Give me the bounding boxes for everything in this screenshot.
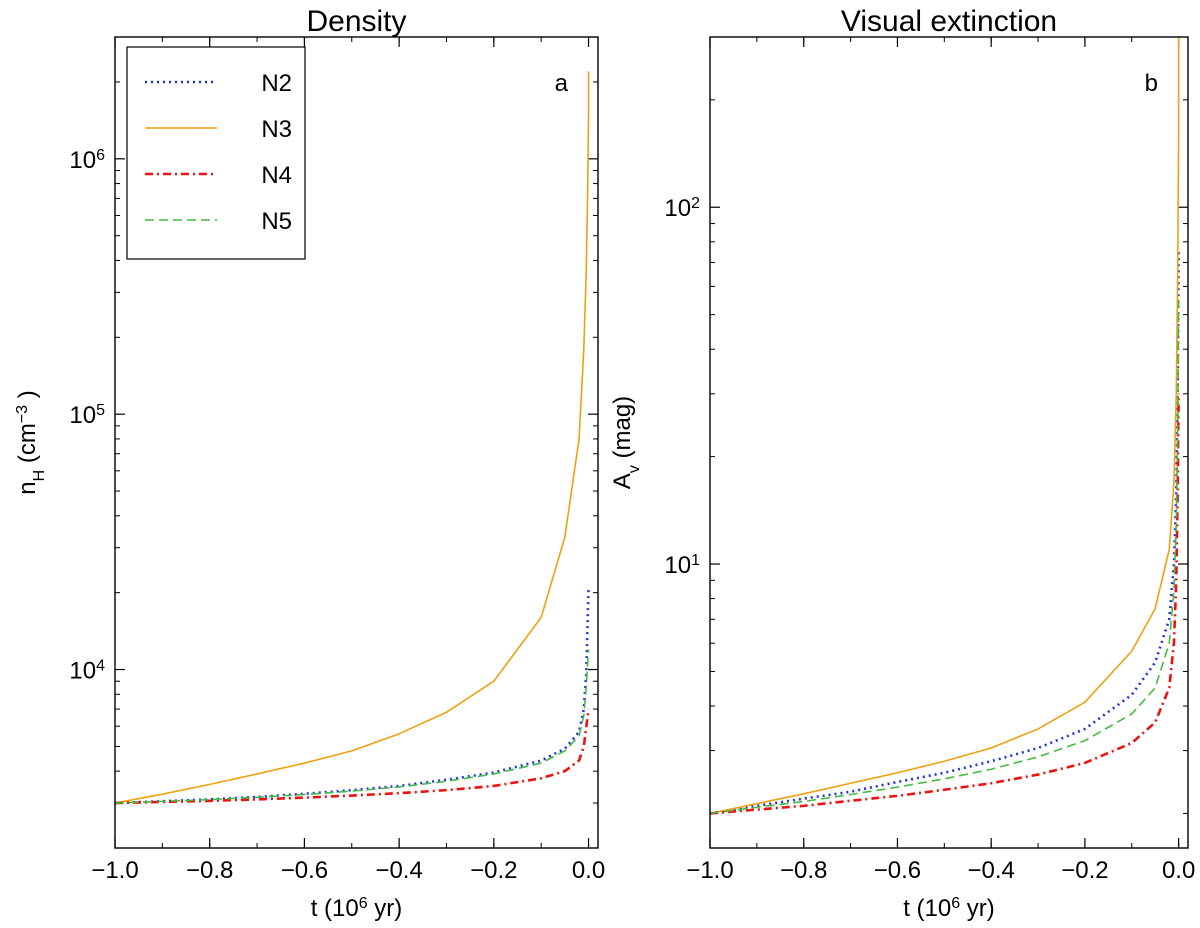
y-tick-label: 104 — [69, 657, 105, 685]
x-tick-label: −0.6 — [874, 857, 921, 884]
y-tick-label: 101 — [664, 552, 700, 580]
panel-title: Density — [306, 5, 406, 38]
series-group — [115, 71, 590, 805]
axes-frame — [709, 36, 1189, 849]
y-axis-label: Av (mag) — [609, 396, 643, 489]
legend-label-n3: N3 — [261, 116, 292, 143]
series-line-n3 — [115, 71, 590, 804]
axes-frame — [114, 36, 599, 849]
x-tick-label: −0.6 — [281, 857, 328, 884]
series-line-n2 — [115, 587, 590, 805]
series-line-n3 — [710, 37, 1180, 815]
series-line-n4 — [115, 708, 590, 805]
series-line-n5 — [710, 299, 1180, 815]
density-panel: Density 104 105 106 −1.0 −0.8 −0.6 −0.4 −0.2 0.0 a… — [14, 5, 606, 922]
x-tick-label: 0.0 — [1162, 857, 1195, 884]
x-tick-label: −0.2 — [1061, 857, 1108, 884]
legend-label-n5: N5 — [261, 208, 292, 235]
legend: N2 N3 N4 N5 — [126, 46, 306, 260]
panel-letter: b — [1145, 70, 1158, 97]
x-tick-label: −1.0 — [686, 857, 733, 884]
x-tick-label: −0.4 — [375, 857, 422, 884]
panel-title: Visual extinction — [841, 5, 1057, 38]
x-tick-label: −0.4 — [967, 857, 1014, 884]
legend-label-n4: N4 — [261, 162, 292, 189]
panel-letter: a — [555, 70, 569, 97]
legend-box — [126, 46, 306, 260]
y-tick-label: 102 — [664, 195, 700, 223]
x-axis-label: t (106 yr) — [311, 895, 403, 923]
y-axis-label: nH (cm−3 ) — [14, 390, 48, 495]
x-tick-label: −0.8 — [186, 857, 233, 884]
series-line-n5 — [115, 649, 590, 804]
x-axis-label: t (106 yr) — [903, 895, 995, 923]
series-line-n4 — [710, 393, 1180, 815]
x-tick-label: −0.8 — [780, 857, 827, 884]
y-tick-label: 106 — [69, 146, 105, 174]
y-tick-label: 105 — [69, 402, 105, 430]
series-group — [710, 37, 1180, 815]
extinction-panel: Visual extinction 101 102 −1.0 −0.8 −0.6 −0.4 −… — [609, 5, 1195, 922]
x-tick-label: −0.2 — [470, 857, 517, 884]
x-tick-label: −1.0 — [91, 857, 138, 884]
legend-label-n2: N2 — [261, 70, 292, 97]
series-line-n2 — [710, 251, 1180, 815]
x-tick-label: 0.0 — [572, 857, 605, 884]
